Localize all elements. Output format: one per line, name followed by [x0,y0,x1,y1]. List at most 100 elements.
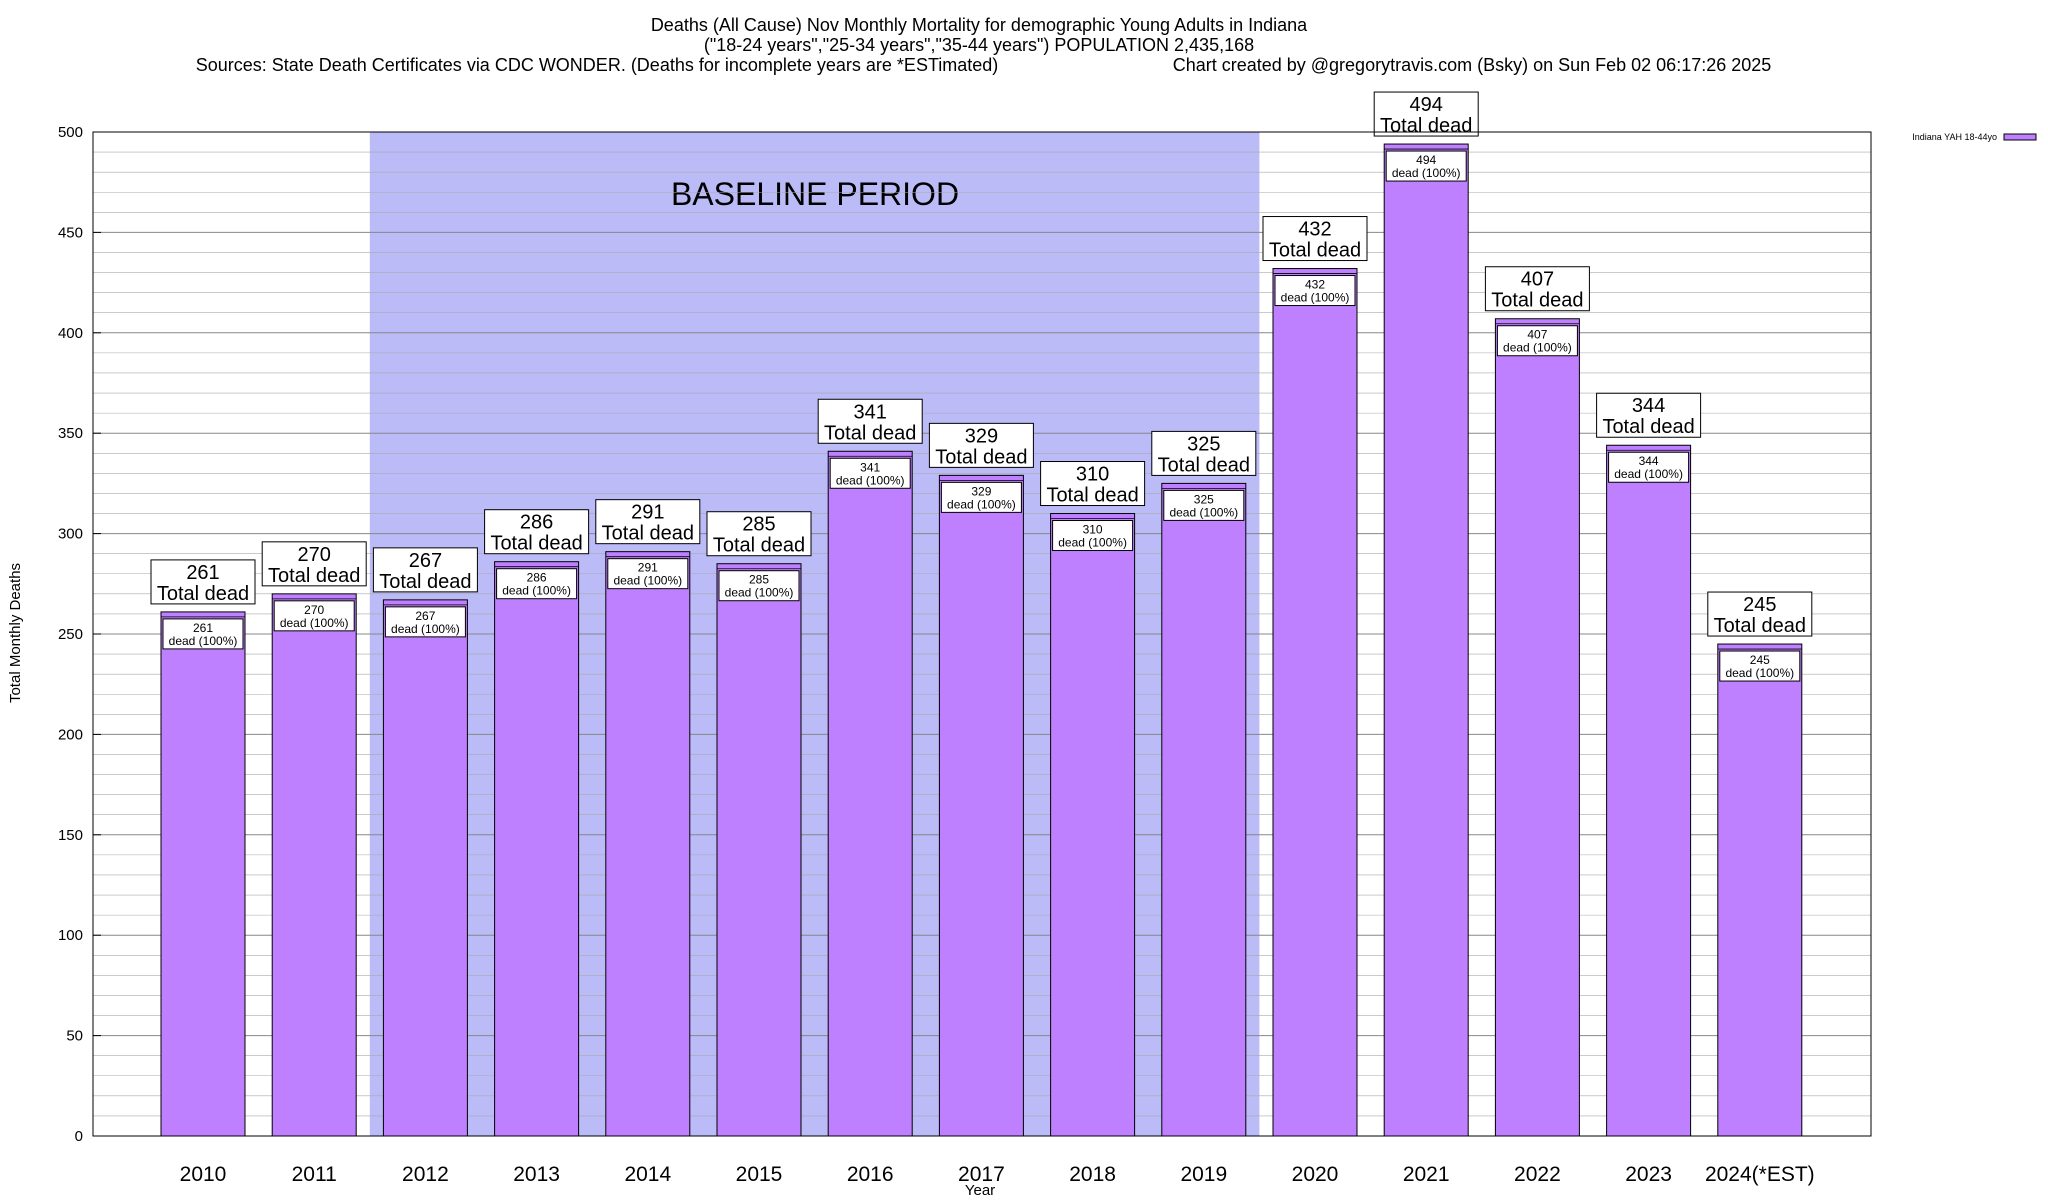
inner-label-box [829,457,911,489]
x-tick-label: 2012 [402,1163,449,1186]
inner-label-box [1719,650,1801,682]
inner-label-box [1274,275,1356,307]
inner-percent-label: dead (100%) [1169,505,1238,519]
bar [1606,444,1692,1137]
outer-total-label: Total dead [1714,615,1806,637]
inner-percent-label: dead (100%) [1503,341,1572,355]
inner-value-label: 325 [1194,492,1214,506]
x-tick-label: 2010 [180,1163,227,1186]
outer-total-label: Total dead [490,533,582,555]
outer-label-box [484,509,590,555]
inner-label-box [718,570,800,602]
inner-value-label: 310 [1083,523,1103,537]
y-tick-label: 400 [58,325,83,342]
x-tick-label: 2013 [513,1163,560,1186]
bar [1494,318,1580,1137]
y-axis-label: Total Monthly Deaths [7,563,24,703]
inner-value-label: 344 [1639,454,1659,468]
inner-value-label: 285 [749,573,769,587]
outer-total-label: Total dead [1269,240,1361,262]
inner-label-box [1052,520,1134,552]
y-tick-label: 50 [66,1028,83,1045]
outer-value-label: 432 [1298,219,1331,241]
chart-title: Deaths (All Cause) Nov Monthly Mortality… [651,15,1308,35]
x-tick-label: 2019 [1180,1163,1227,1186]
inner-percent-label: dead (100%) [1392,166,1461,180]
inner-percent-label: dead (100%) [613,574,682,588]
outer-value-label: 285 [742,514,775,536]
bar [1383,143,1469,1137]
inner-label-box [1163,489,1245,521]
inner-value-label: 432 [1305,278,1325,292]
outer-label-box [928,422,1034,468]
inner-label-box [1385,150,1467,182]
inner-value-label: 407 [1527,328,1547,342]
outer-label-box [1484,266,1590,312]
inner-value-label: 261 [193,621,213,635]
inner-value-label: 291 [638,561,658,575]
outer-label-box [150,559,256,605]
x-tick-label: 2021 [1403,1163,1450,1186]
outer-total-label: Total dead [824,422,916,444]
outer-value-label: 245 [1743,594,1776,616]
x-tick-label: 2018 [1069,1163,1116,1186]
bar [1161,482,1247,1137]
outer-value-label: 261 [186,562,219,584]
x-axis-label: Year [965,1182,995,1199]
outer-total-label: Total dead [1380,115,1472,137]
outer-value-label: 494 [1410,94,1443,116]
x-tick-label: 2014 [624,1163,671,1186]
outer-value-label: 325 [1187,433,1220,455]
outer-label-box [1040,461,1146,507]
inner-value-label: 341 [860,460,880,474]
x-tick-label: 2024(*EST) [1705,1163,1815,1186]
source-note: Sources: State Death Certificates via CD… [196,55,999,75]
inner-value-label: 270 [304,603,324,617]
outer-total-label: Total dead [157,583,249,605]
x-tick-label: 2015 [736,1163,783,1186]
inner-percent-label: dead (100%) [1058,536,1127,550]
bar [160,611,246,1137]
bar [605,551,691,1137]
outer-total-label: Total dead [1491,290,1583,312]
bar [382,599,468,1137]
x-tick-label: 2023 [1625,1163,1672,1186]
outer-value-label: 267 [409,550,442,572]
outer-value-label: 291 [631,502,664,524]
outer-label-box [1707,591,1813,637]
bar [716,563,802,1137]
inner-value-label: 267 [415,609,435,623]
inner-percent-label: dead (100%) [391,622,460,636]
outer-total-label: Total dead [713,535,805,557]
inner-label-box [496,568,578,600]
y-tick-label: 100 [58,927,83,944]
y-tick-label: 150 [58,827,83,844]
inner-value-label: 329 [971,484,991,498]
legend-entry-label: Indiana YAH 18-44yo [1912,132,1997,142]
y-tick-label: 500 [58,124,83,141]
bar [938,474,1024,1137]
outer-label-box [817,398,923,444]
outer-value-label: 310 [1076,464,1109,486]
x-tick-label: 2011 [292,1163,337,1186]
legend: Indiana YAH 18-44yo [1912,132,2037,142]
outer-label-box [372,547,478,593]
outer-total-label: Total dead [1602,416,1694,438]
bar [1272,268,1358,1137]
x-tick-label: 2017 [958,1163,1005,1186]
inner-label-box [273,600,355,632]
outer-label-box [261,541,367,587]
outer-label-box [1373,91,1479,137]
outer-label-box [706,511,812,557]
outer-value-label: 270 [298,544,331,566]
inner-label-box [162,618,244,650]
x-tick-label: 2016 [847,1163,894,1186]
inner-percent-label: dead (100%) [1725,666,1794,680]
plot-frame [92,131,1872,1137]
outer-total-label: Total dead [935,446,1027,468]
y-tick-label: 350 [58,425,83,442]
chart-subtitle: ("18-24 years","25-34 years","35-44 year… [704,35,1254,55]
inner-percent-label: dead (100%) [169,634,238,648]
x-tick-label: 2020 [1292,1163,1339,1186]
outer-value-label: 344 [1632,395,1665,417]
